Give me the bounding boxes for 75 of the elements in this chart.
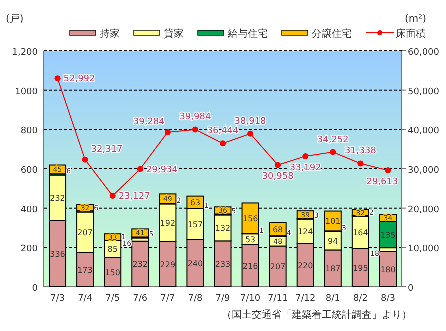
legend-label: 給与住宅 [227, 28, 268, 40]
data-label: 32,317 [91, 144, 123, 155]
y2-tick-label: 30,000 [408, 166, 440, 176]
data-label: 157 [188, 220, 204, 230]
data-label: 229 [160, 260, 176, 270]
y-tick-label: 0 [32, 284, 38, 294]
data-label: 232 [132, 260, 148, 270]
data-label: 180 [380, 265, 396, 274]
data-label: 101 [326, 217, 341, 226]
data-label: 240 [188, 259, 204, 268]
y-tick-label: 600 [20, 166, 38, 176]
data-label: 94 [328, 236, 338, 246]
x-tick-label: 7/10 [240, 294, 261, 304]
data-label: 30,958 [262, 172, 294, 182]
data-label: 207 [270, 262, 286, 272]
x-tick-label: 8/1 [326, 294, 340, 304]
data-label: 164 [353, 228, 368, 238]
data-label: 23,127 [118, 192, 150, 202]
data-label: 156 [242, 214, 258, 224]
data-label: 132 [215, 224, 231, 234]
x-tick-label: 7/6 [133, 294, 148, 304]
legend-label: 分譲住宅 [312, 28, 352, 40]
data-label: 36,444 [207, 126, 240, 137]
data-label: 195 [353, 264, 368, 273]
data-label: 187 [326, 264, 341, 274]
data-label: 53 [245, 235, 256, 244]
data-label: 34,252 [317, 135, 349, 146]
y-tick-label: 800 [20, 126, 38, 137]
x-tick-label: 7/7 [160, 294, 176, 304]
x-tick-label: 7/3 [50, 294, 66, 304]
data-label: 52,992 [64, 74, 96, 85]
x-tick-label: 7/5 [106, 294, 120, 304]
data-label: 135 [380, 230, 396, 240]
data-label: 39,284 [133, 117, 166, 128]
y2-tick-label: 60,000 [408, 48, 440, 58]
data-label: 29,613 [366, 178, 398, 188]
y2-tick-label: 10,000 [408, 244, 440, 255]
y2-axis-title: (m²) [405, 14, 427, 25]
y-tick-label: 1000 [15, 87, 38, 98]
y2-tick-label: 40,000 [408, 126, 440, 137]
data-label: 216 [242, 262, 258, 271]
x-tick-label: 7/11 [268, 294, 288, 304]
y-tick-label: 400 [20, 205, 38, 216]
data-label: 207 [78, 228, 93, 238]
y2-tick-label: 50,000 [408, 87, 440, 98]
x-tick-label: 8/2 [353, 294, 368, 304]
x-tick-label: 7/9 [216, 294, 231, 304]
text: （国土交通省「建築着工統計調査」より） [222, 309, 412, 321]
data-label: 336 [50, 250, 66, 259]
data-label: 38,918 [234, 116, 267, 127]
legend-label: 持家 [100, 28, 120, 40]
data-label: 220 [298, 261, 314, 270]
data-label: 68 [272, 225, 284, 234]
y-tick-label: 200 [20, 244, 38, 255]
data-label: 192 [160, 219, 176, 228]
x-tick-label: 7/8 [188, 294, 203, 304]
data-label: 233 [215, 260, 231, 270]
y2-tick-label: 20,000 [408, 205, 440, 216]
legend-label: 床面積 [396, 28, 426, 40]
data-label: 173 [78, 266, 93, 275]
x-tick-label: 8/3 [380, 294, 396, 304]
y-axis-title: (戸) [6, 14, 24, 25]
y2-tick-label: 0 [408, 284, 414, 294]
data-label: 232 [50, 194, 66, 204]
legend-label: 貸家 [164, 28, 184, 40]
data-label: 124 [298, 228, 314, 237]
data-label: 85 [108, 245, 118, 254]
data-label: 31,338 [344, 146, 377, 157]
data-label: 29,934 [146, 165, 178, 176]
x-tick-label: 7/4 [78, 294, 93, 304]
data-label: 63 [190, 198, 201, 208]
data-label: 39,984 [180, 112, 212, 123]
x-tick-label: 7/12 [296, 294, 316, 304]
data-label: 150 [105, 268, 120, 278]
y-tick-label: 1,200 [12, 48, 38, 58]
